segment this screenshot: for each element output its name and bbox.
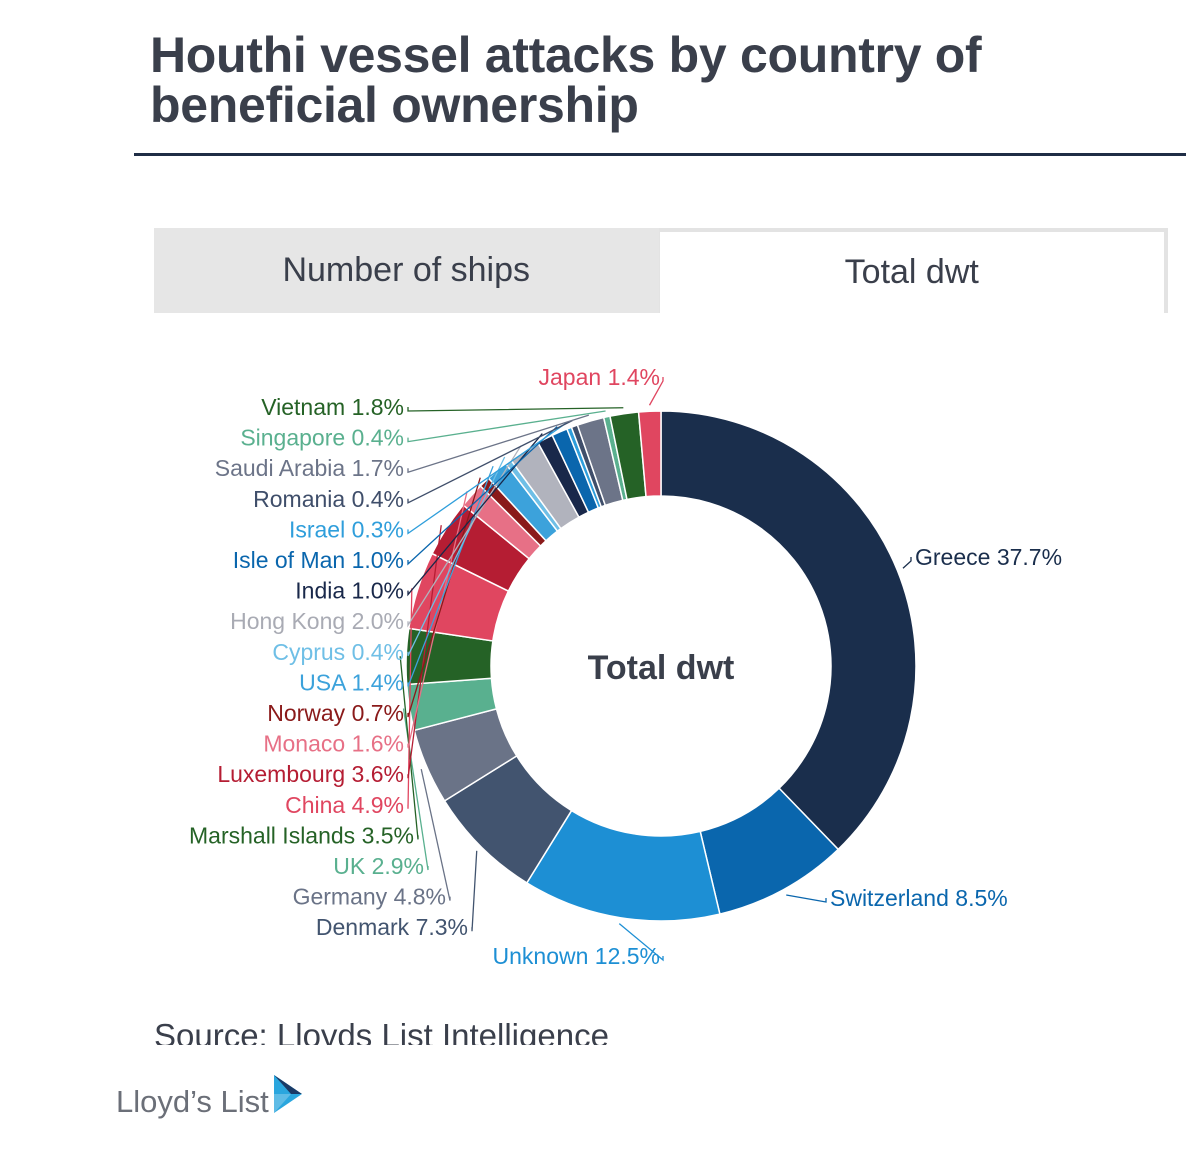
label-india: India 1.0% [295,578,404,604]
title-divider [134,153,1186,156]
source-note: Source: Lloyds List Intelligence [154,1017,609,1045]
label-romania: Romania 0.4% [253,486,404,512]
label-denmark: Denmark 7.3% [316,914,468,940]
label-israel: Israel 0.3% [289,516,404,542]
label-china: China 4.9% [285,792,404,818]
leader-saudi-arabia [407,414,590,474]
tab-total-dwt[interactable]: Total dwt [658,228,1168,313]
slice-japan[interactable] [637,410,662,498]
label-marshall-islands: Marshall Islands 3.5% [189,822,414,848]
label-uk: UK 2.9% [333,853,424,879]
lloyds-list-logo: Lloyd’s List [116,1075,305,1124]
leader-singapore [407,410,606,443]
logo-text: Lloyd’s List [116,1084,269,1119]
chart-title: Houthi vessel attacks by country of bene… [150,27,982,133]
label-switzerland: Switzerland 8.5% [830,885,1008,911]
leader-israel [407,421,568,535]
slice-greece[interactable] [660,410,917,851]
leader-india [407,433,543,597]
donut-center-label: Total dwt [588,649,735,687]
leader-germany [420,768,451,901]
metric-tabs: Number of ships Total dwt [154,228,1168,313]
leader-hong-kong [407,445,522,628]
leader-romania [407,419,573,504]
label-singapore: Singapore 0.4% [240,425,404,451]
label-vietnam: Vietnam 1.8% [261,394,404,420]
leader-uk [402,708,429,871]
label-greece: Greece 37.7% [915,544,1062,570]
label-usa: USA 1.4% [299,669,404,695]
label-saudi-arabia: Saudi Arabia 1.7% [215,455,404,481]
leader-isle-of-man [407,426,558,566]
label-luxembourg: Luxembourg 3.6% [217,761,404,787]
leader-switzerland [786,894,827,903]
leader-monaco [407,491,468,748]
label-norway: Norway 0.7% [267,700,404,726]
donut-chart: Greece 37.7% Switzerland 8.5% Unknown 12.5… [189,364,1062,969]
leader-greece [902,557,912,569]
leader-unknown [618,923,664,962]
leader-denmark [471,850,478,932]
label-unknown: Unknown 12.5% [493,943,661,969]
label-cyprus: Cyprus 0.4% [272,639,404,665]
leader-marshall-islands [399,656,419,840]
leader-vietnam [407,407,624,412]
label-japan: Japan 1.4% [539,364,660,390]
label-isle-of-man: Isle of Man 1.0% [233,547,404,573]
label-hong-kong: Hong Kong 2.0% [230,608,404,634]
leader-japan [648,377,664,406]
donut-slices [405,410,917,922]
leader-china [407,588,413,809]
tab-total-dwt-label: Total dwt [844,253,979,291]
tab-number-of-ships[interactable]: Number of ships [154,228,659,313]
play-triangle-icon [273,1075,302,1113]
slice-labels: Greece 37.7% Switzerland 8.5% Unknown 12.5… [189,364,1062,969]
leader-lines [399,377,912,962]
label-germany: Germany 4.8% [293,884,446,910]
tab-number-of-ships-label: Number of ships [282,251,531,289]
label-monaco: Monaco 1.6% [263,731,404,757]
